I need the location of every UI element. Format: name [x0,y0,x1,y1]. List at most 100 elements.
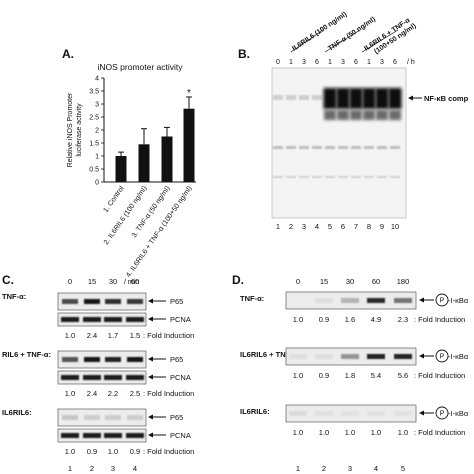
ikba-band [315,411,333,416]
fold-value: 1.0 [319,428,329,437]
ikba-band [341,411,359,416]
faint-band [286,95,296,100]
fold-label: : Fold Induction [143,447,194,456]
ikba-band [341,354,359,359]
treatment-label: IL6RIL6 + TNF-α: [240,350,300,359]
phospho-circle-icon [435,349,449,363]
panel-a-ylabel-line1: Relative iNOS Promoter [67,92,74,167]
nfkb-complex-band [388,88,402,109]
background-band [286,176,296,178]
background-band [390,146,400,149]
fold-value: 0.9 [319,371,329,380]
lane-number: 9 [380,222,384,231]
lane-number: 7 [354,222,358,231]
fold-value: 1.0 [371,428,381,437]
p65-arrowhead [148,298,153,304]
ikba-arrowhead [419,353,424,359]
nfkb-complex-band [336,88,350,109]
panel-b: B. IL6RIL6 (100 ng/ml) TNF-α (50 ng/ml) … [238,11,469,231]
y-tick-label: 1 [95,154,99,161]
ikba-band [289,411,307,416]
panel-a-ylabel-line2: luciferase activity [76,103,83,157]
time-label: 1 [289,59,293,66]
faint-band [312,95,322,100]
fold-value: 0.9 [87,447,97,456]
nfkb-complex-band [375,88,389,109]
fold-value: 1.5 [130,331,140,340]
phospho-circle-letter: P [440,411,445,418]
fold-value: 0.9 [130,447,140,456]
lane-number: 2 [90,464,94,473]
panel-a: A. iNOS promoter activity Relative iNOS … [62,47,196,279]
treatment-label: IL6RIL6: [240,407,270,416]
lane-number: 5 [328,222,332,231]
time-label: 3 [302,59,306,66]
nfkb-lower-band [376,110,388,120]
fold-value: 1.0 [398,428,408,437]
background-band [364,176,374,178]
treatment-label: TNF-α: [2,292,26,301]
pcna-band [104,317,122,322]
pcna-band [126,433,144,438]
background-band [325,176,335,178]
ikba-band [341,298,359,303]
background-band [273,146,283,149]
group-brackets [290,29,399,53]
p65-label: P65 [170,297,183,306]
panel-c: C. 0 15 30 60 / min TNF-α: P65 PCNA 1.0 2.4 1.7 1… [2,273,194,473]
lane-number: 3 [302,222,306,231]
lane-number: 8 [367,222,371,231]
p65-label: P65 [170,413,183,422]
panel-b-letter: B. [238,47,250,61]
fold-value: 2.4 [87,331,97,340]
background-band [312,176,322,178]
time-label: 180 [397,277,410,286]
nfkb-complex-band [323,88,337,109]
lane-number: 4 [133,464,137,473]
ikba-band [394,411,412,416]
significance-star: * [187,88,191,99]
faint-band [273,95,283,100]
lane-number: 1 [276,222,280,231]
fold-value: 5.4 [371,371,381,380]
bar-3 [161,136,173,182]
p65-band [84,415,100,420]
fold-value: 2.2 [108,389,118,398]
nfkb-complex-band [362,88,376,109]
background-band [338,176,348,178]
pcna-label: PCNA [170,315,191,324]
nfkb-lower-band [363,110,375,120]
ikba-band [367,298,385,303]
blot-group-3: IL6RIL6: P -I-κBα 1.0 1.0 1.0 1.0 1.0: Fold Ind… [240,404,469,437]
lane-numbers: 1 2 3 4 5 [296,464,405,473]
p65-band [62,357,78,362]
category-label-2: 2. IL6RIL6 (100 ng/ml) [103,185,149,246]
p65-arrowhead [148,356,153,362]
background-band [364,146,374,149]
fold-value: 1.6 [345,315,355,324]
phospho-circle-letter: P [440,354,445,361]
ikba-band [315,298,333,303]
fold-value: 1.0 [293,371,303,380]
fold-label: : Fold Induction [414,428,465,437]
ikba-band [367,354,385,359]
pcna-band [83,375,101,380]
y-tick-label: 3.5 [89,89,99,96]
bar-2 [138,144,150,182]
treatment-label: IL6RIL6: [2,408,32,417]
p65-band [127,357,143,362]
y-tick-label: 2.5 [89,115,99,122]
background-band [377,176,387,178]
pcna-strip [57,428,147,443]
category-label-1: 1. Control [102,185,125,214]
pcna-arrowhead [148,374,153,380]
lane-numbers: 1 2 3 4 [68,464,137,473]
fold-label: : Fold Induction [143,389,194,398]
pcna-strip [57,312,147,327]
time-label: 30 [109,277,117,286]
